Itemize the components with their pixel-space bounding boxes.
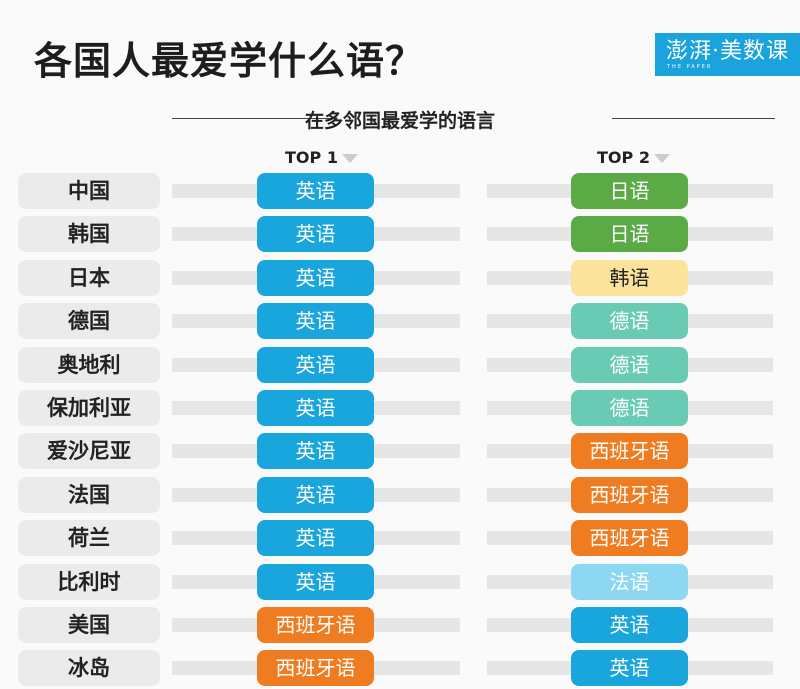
language-pill-top2: 日语 — [571, 216, 688, 253]
logo-text: 澎湃·美数课 — [666, 38, 789, 64]
triangle-down-icon — [653, 154, 670, 163]
logo-subtext: THE PAPER — [667, 63, 713, 70]
country-label: 奥地利 — [18, 346, 160, 383]
language-pill-top1: 英语 — [257, 476, 374, 513]
language-pill-top2: 日语 — [571, 173, 688, 209]
language-pill-top1: 英语 — [257, 173, 374, 209]
divider-left — [172, 118, 332, 119]
language-pill-top1: 英语 — [257, 563, 374, 600]
language-pill-top2: 韩语 — [571, 259, 688, 296]
table-row: 保加利亚 英语 德语 — [0, 390, 800, 428]
column-header-top1: TOP 1 — [285, 148, 358, 167]
country-label: 韩国 — [18, 216, 160, 253]
language-pill-top1: 英语 — [257, 520, 374, 557]
language-pill-top1: 英语 — [257, 390, 374, 426]
table-row: 爱沙尼亚 英语 西班牙语 — [0, 433, 800, 471]
language-pill-top2: 西班牙语 — [571, 520, 688, 557]
language-pill-top2: 德语 — [571, 303, 688, 340]
page-title: 各国人最爱学什么语？ — [34, 39, 425, 83]
language-pill-top1: 英语 — [257, 346, 374, 383]
table-row: 荷兰 英语 西班牙语 — [0, 520, 800, 558]
language-pill-top2: 西班牙语 — [571, 433, 688, 470]
language-pill-top1: 西班牙语 — [257, 607, 374, 643]
country-label: 比利时 — [18, 563, 160, 600]
table-row: 韩国 英语 日语 — [0, 216, 800, 254]
column-header-label: TOP 1 — [285, 148, 338, 167]
language-pill-top2: 德语 — [571, 390, 688, 426]
table-row: 美国 西班牙语 英语 — [0, 607, 800, 645]
table-row: 德国 英语 德语 — [0, 303, 800, 341]
language-pill-top2: 英语 — [571, 607, 688, 643]
column-header-label: TOP 2 — [597, 148, 650, 167]
subtitle: 在多邻国最爱学的语言 — [304, 110, 495, 132]
table-row: 中国 英语 日语 — [0, 173, 800, 211]
table-row: 奥地利 英语 德语 — [0, 346, 800, 385]
language-pill-top2: 德语 — [571, 346, 688, 383]
table-row: 比利时 英语 法语 — [0, 563, 800, 602]
language-pill-top1: 英语 — [257, 303, 374, 340]
country-label: 德国 — [18, 303, 160, 340]
country-label: 保加利亚 — [18, 390, 160, 426]
table-row: 冰岛 西班牙语 英语 — [0, 650, 800, 688]
language-pill-top2: 法语 — [571, 563, 688, 600]
language-pill-top1: 英语 — [257, 259, 374, 296]
table-row: 日本 英语 韩语 — [0, 259, 800, 298]
country-label: 荷兰 — [18, 520, 160, 557]
triangle-down-icon — [341, 154, 358, 163]
table-row: 法国 英语 西班牙语 — [0, 476, 800, 515]
language-pill-top1: 英语 — [257, 433, 374, 470]
divider-right — [612, 118, 775, 119]
language-pill-top1: 英语 — [257, 216, 374, 253]
country-label: 爱沙尼亚 — [18, 433, 160, 470]
country-label: 中国 — [18, 173, 160, 209]
country-label: 冰岛 — [18, 650, 160, 687]
column-header-top2: TOP 2 — [597, 148, 670, 167]
country-label: 美国 — [18, 607, 160, 643]
logo: 澎湃·美数课 THE PAPER — [655, 33, 800, 76]
country-label: 日本 — [18, 259, 160, 296]
country-label: 法国 — [18, 476, 160, 513]
language-pill-top1: 西班牙语 — [257, 650, 374, 687]
language-pill-top2: 西班牙语 — [571, 476, 688, 513]
language-pill-top2: 英语 — [571, 650, 688, 687]
